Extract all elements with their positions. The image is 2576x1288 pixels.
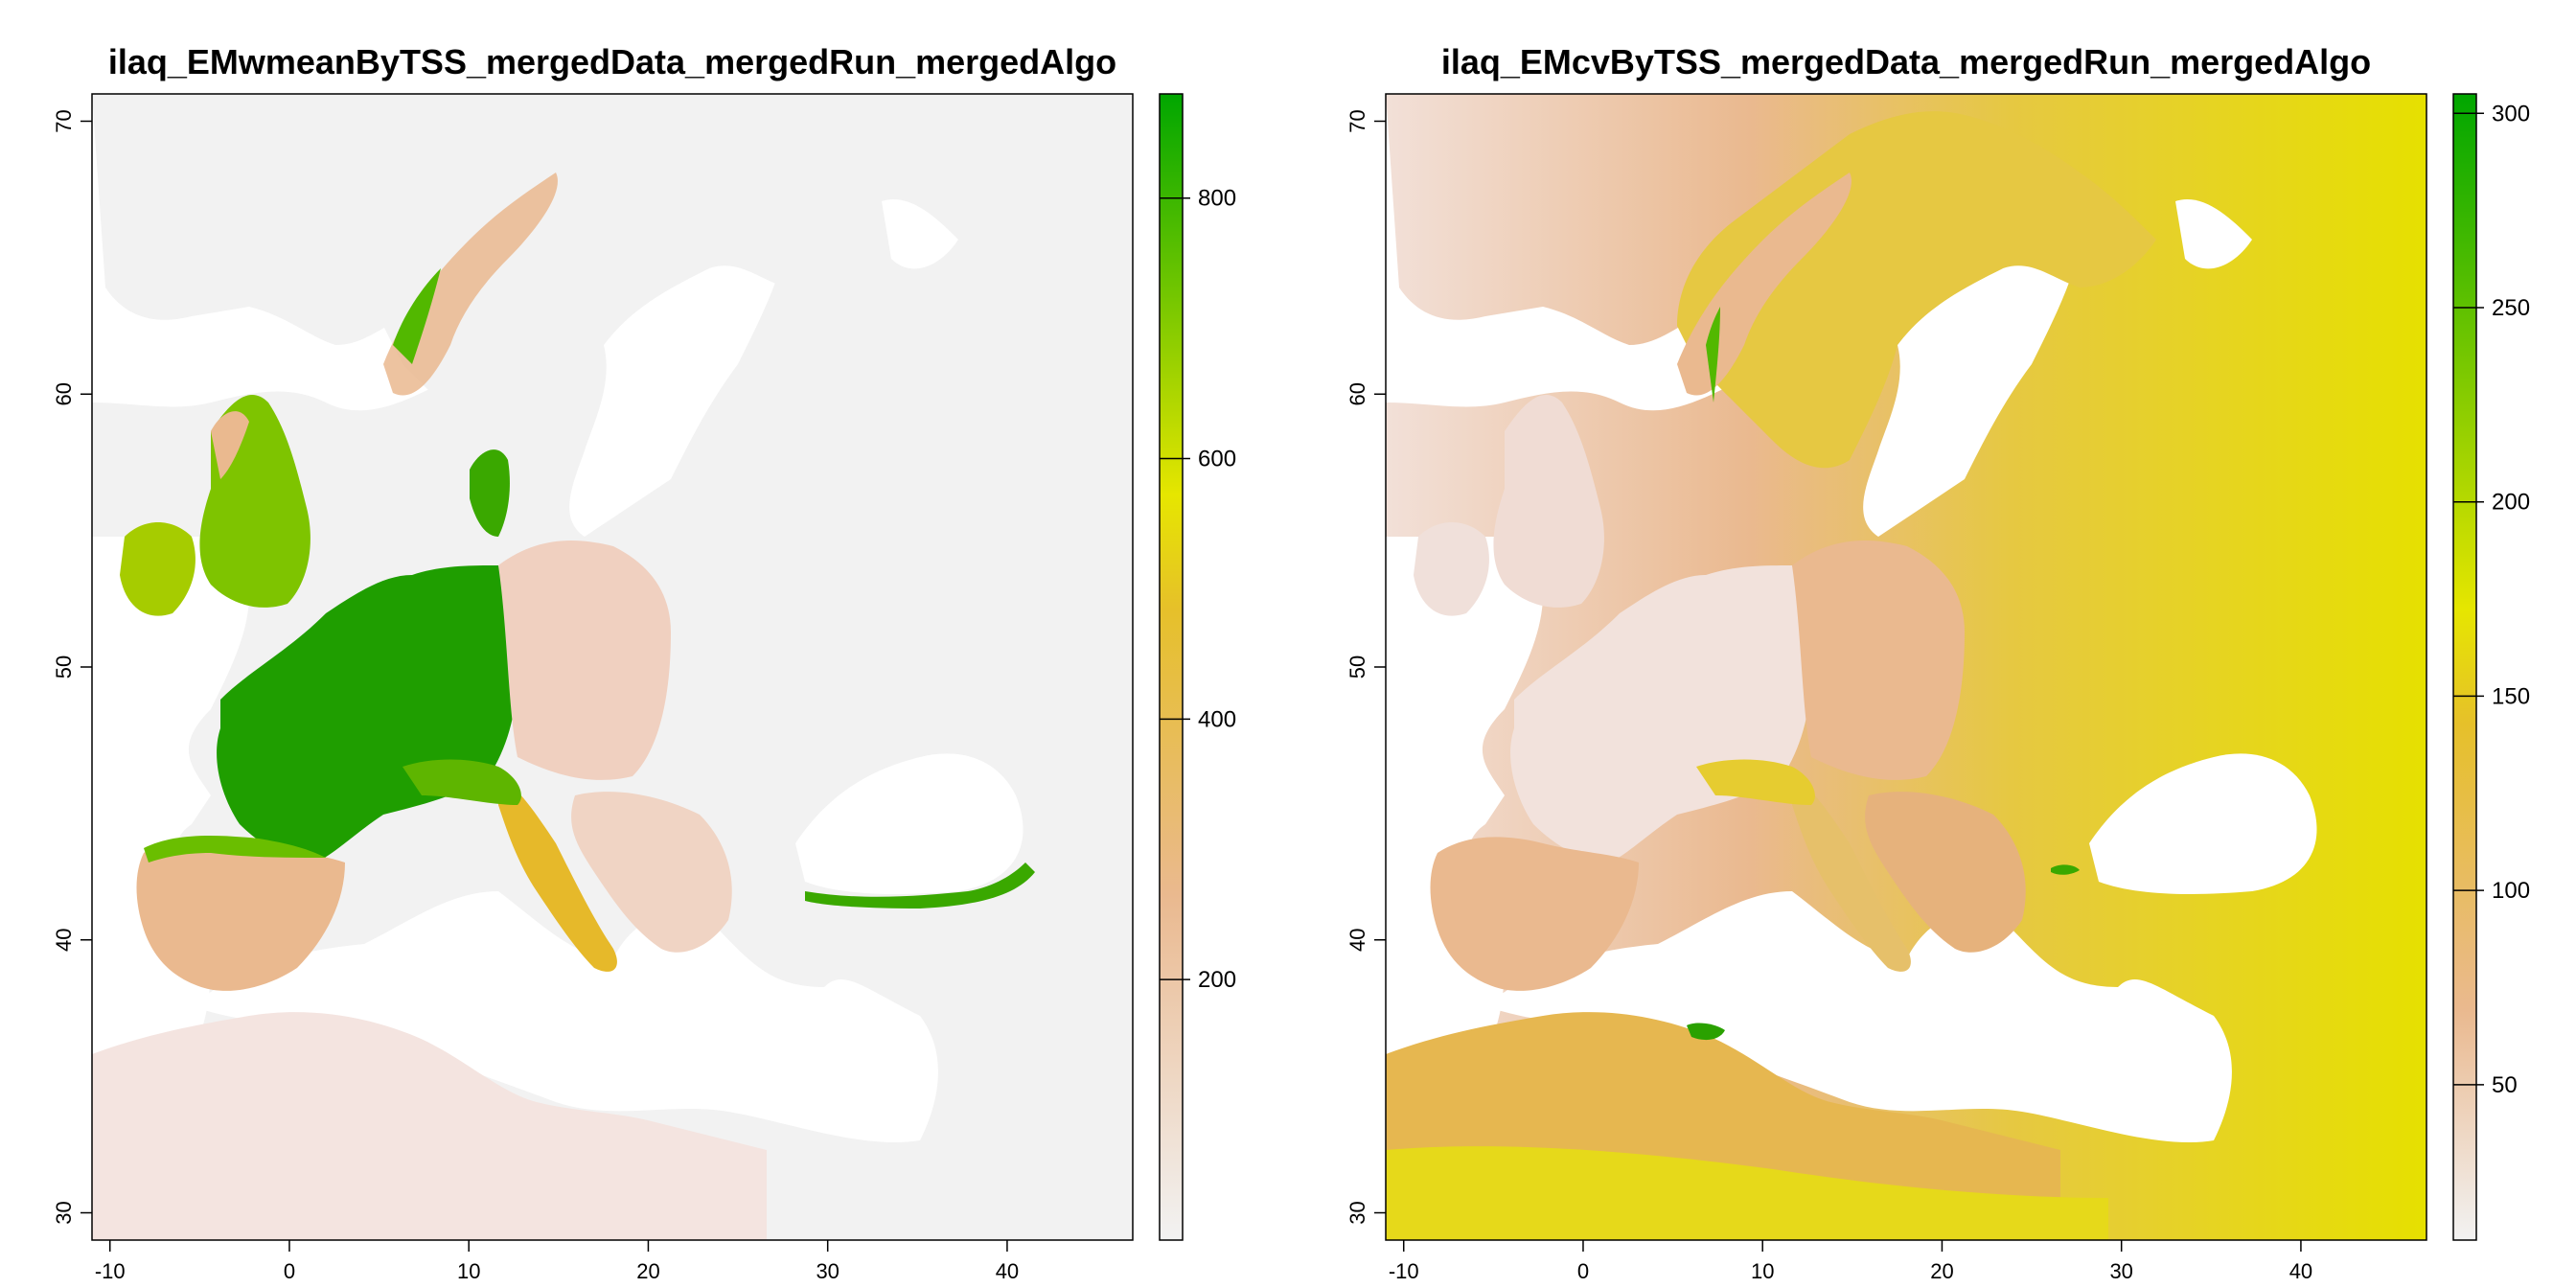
north-sea [92, 94, 451, 411]
scandinavia [383, 111, 862, 469]
map-axes: -10 0 10 20 30 40 30 40 50 60 70 [52, 109, 1019, 1283]
x-tick-label: 30 [816, 1259, 839, 1283]
baltic-sea [1863, 245, 2080, 537]
x-tick-label: 40 [2289, 1259, 2312, 1283]
map-panel-wmean: ilaq_EMwmeanByTSS_mergedData_mergedRun_m… [52, 42, 1236, 1283]
legend-tick-label: 400 [1198, 706, 1236, 732]
legend-tick-label: 200 [1198, 967, 1236, 993]
legend-tick-label: 300 [2492, 101, 2530, 126]
color-legend: 200 400 600 800 [1159, 93, 1236, 1241]
map-raster [1386, 94, 2426, 1240]
y-tick-label: 40 [1346, 929, 1369, 952]
alps [402, 759, 521, 805]
central-europe-east [1792, 540, 1965, 780]
x-tick-label: 0 [1577, 1259, 1589, 1283]
denmark [470, 449, 510, 537]
north-sea [1386, 94, 1745, 411]
atlantic [1386, 402, 1543, 1240]
iberia [1430, 837, 1639, 991]
norway-green [1706, 307, 1720, 402]
legend-tick-label: 200 [2492, 490, 2530, 516]
legend-tick-label: 250 [2492, 295, 2530, 321]
italy [498, 776, 617, 972]
y-tick-label: 60 [52, 382, 76, 405]
y-tick-label: 50 [1346, 656, 1369, 678]
legend-tick-label: 800 [1198, 186, 1236, 212]
map-title: ilaq_EMcvByTSS_mergedData_mergedRun_merg… [1441, 42, 2371, 81]
black-sea [2089, 753, 2317, 894]
x-tick-label: 20 [636, 1259, 659, 1283]
map-title: ilaq_EMwmeanByTSS_mergedData_mergedRun_m… [108, 42, 1116, 81]
legend-tick-label: 150 [2492, 683, 2530, 709]
baltic-sea [569, 245, 786, 537]
color-legend: 50 100 150 200 250 300 [2452, 93, 2530, 1241]
scotland [211, 411, 249, 479]
x-tick-label: 10 [1751, 1259, 1774, 1283]
x-tick-label: 30 [2109, 1259, 2132, 1283]
great-britain [1493, 394, 1604, 608]
balkans [571, 792, 732, 953]
north-africa [92, 1012, 767, 1240]
norway-coast [1677, 172, 1852, 396]
x-tick-label: 40 [996, 1259, 1019, 1283]
white-sea [882, 199, 958, 269]
y-tick-label: 70 [52, 109, 76, 132]
iberia [136, 837, 345, 991]
x-tick-label: 20 [1930, 1259, 1953, 1283]
norway-green [393, 268, 441, 364]
y-tick-label: 30 [52, 1201, 76, 1224]
white-sea [2175, 199, 2252, 269]
alps [1696, 759, 1815, 805]
y-tick-label: 30 [1346, 1201, 1369, 1224]
ireland [120, 522, 196, 616]
balkans [1865, 792, 2026, 953]
map-axes: -10 0 10 20 30 40 30 40 50 60 70 [1346, 109, 2312, 1283]
black-sea [795, 753, 1024, 894]
x-tick-label: -10 [1389, 1259, 1419, 1283]
atlantic [92, 402, 249, 1240]
x-tick-label: 0 [284, 1259, 295, 1283]
y-tick-label: 40 [52, 929, 76, 952]
mediterranean-sea [192, 891, 938, 1143]
iberia-north [144, 836, 326, 862]
map-panel-cv: ilaq_EMcvByTSS_mergedData_mergedRun_merg… [1346, 42, 2530, 1283]
scandinavia [1677, 111, 2156, 469]
x-tick-label: -10 [95, 1259, 126, 1283]
legend-tick-label: 100 [2492, 878, 2530, 904]
norway-coast [383, 172, 558, 396]
italy [1792, 776, 1911, 972]
y-tick-label: 60 [1346, 382, 1369, 405]
turkey-north-coast [805, 862, 1035, 908]
y-tick-label: 50 [52, 656, 76, 678]
central-europe-east [498, 540, 671, 780]
legend-tick-label: 600 [1198, 447, 1236, 472]
ireland [1414, 522, 1489, 616]
x-tick-label: 10 [457, 1259, 480, 1283]
legend-colorbar [2452, 93, 2477, 1241]
map-raster [92, 94, 1133, 1240]
legend-colorbar [1159, 93, 1184, 1241]
sahara [1386, 1146, 2108, 1240]
y-tick-label: 70 [1346, 109, 1369, 132]
caucasus-green [2051, 864, 2080, 875]
legend-tick-label: 50 [2492, 1072, 2518, 1098]
mediterranean-sea [1485, 891, 2232, 1143]
atlas-green [1687, 1023, 1725, 1041]
